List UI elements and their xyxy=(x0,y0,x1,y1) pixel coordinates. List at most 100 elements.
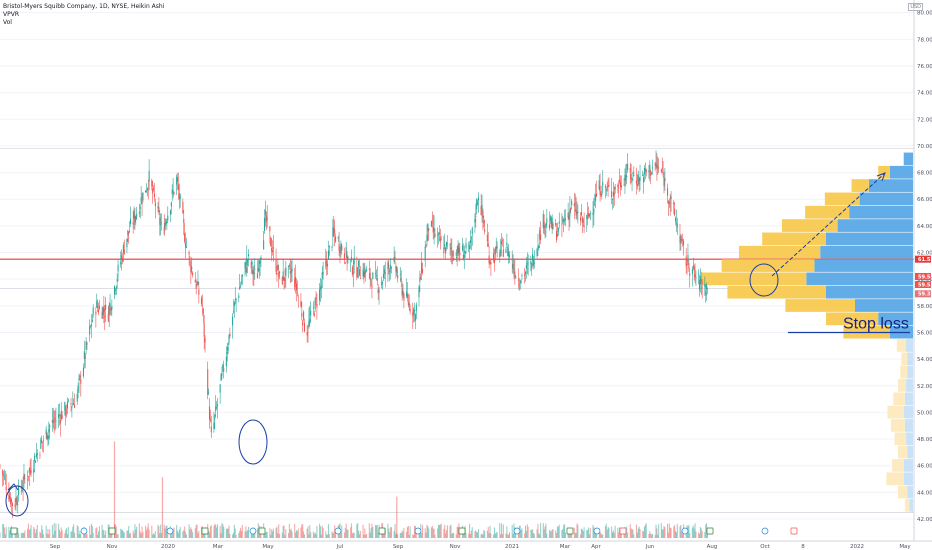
volume-indicator-label[interactable]: Vol xyxy=(3,19,12,26)
candle-body xyxy=(103,308,105,312)
vpvr-indicator-label[interactable]: VPVR xyxy=(3,11,19,18)
candle-body xyxy=(232,316,234,326)
candle-body xyxy=(297,296,299,298)
volume-bar xyxy=(692,525,694,538)
volume-bar xyxy=(78,534,80,538)
volume-bar xyxy=(667,532,669,538)
candle-body xyxy=(67,399,69,401)
candle-body xyxy=(198,289,200,295)
volume-bar xyxy=(557,526,559,538)
volume-bar xyxy=(341,525,343,538)
candle-body xyxy=(90,325,92,327)
candle-body xyxy=(527,263,529,265)
candle-body xyxy=(16,502,18,505)
candle-body xyxy=(352,272,354,275)
time-tick-label: Nov xyxy=(450,544,461,550)
volume-bar xyxy=(387,523,389,538)
candle-body xyxy=(445,242,448,247)
volume-bar xyxy=(368,523,370,538)
volume-bar xyxy=(159,533,161,538)
candle-body xyxy=(635,180,638,184)
volume-bar xyxy=(129,533,131,538)
candle-body xyxy=(216,406,218,408)
volume-profile-up-bar xyxy=(721,259,815,272)
candle-body xyxy=(601,193,603,195)
candle-body xyxy=(501,239,503,241)
candle-body xyxy=(461,245,464,251)
price-tick-label: 68.00 xyxy=(917,171,932,177)
candle-body xyxy=(340,244,342,251)
volume-bar xyxy=(662,529,664,538)
candle-body xyxy=(698,273,700,275)
volume-bar xyxy=(564,532,566,538)
candle-body xyxy=(555,222,557,225)
candle-body xyxy=(14,504,16,507)
price-tick-label: 72.00 xyxy=(917,117,932,123)
volume-bar xyxy=(593,527,595,538)
candle-body xyxy=(500,250,502,253)
candle-body xyxy=(288,265,290,267)
candle-body xyxy=(283,277,285,281)
candle-body xyxy=(289,271,291,274)
time-axis[interactable]: Sep Nov 2020 Mar May Jul Sep Nov 2021 Mar Apr Jun Au… xyxy=(0,540,932,550)
volume-bar xyxy=(575,532,577,538)
candle-body xyxy=(327,263,329,267)
candle-body xyxy=(172,190,174,192)
volume-bar xyxy=(695,531,697,538)
candle-body xyxy=(524,274,526,276)
price-tick-label: 48.00 xyxy=(917,437,932,443)
candle-body xyxy=(120,261,122,265)
volume-profile-up-bar xyxy=(887,405,904,419)
volume-bar xyxy=(146,527,148,538)
small-arrow xyxy=(7,483,19,491)
volume-bar xyxy=(59,532,61,538)
volume-bar xyxy=(358,534,361,538)
candle-body xyxy=(26,479,29,481)
symbol-title[interactable]: Bristol-Myers Squibb Company, 1D, NYSE, … xyxy=(3,3,165,10)
candle-body xyxy=(705,291,707,296)
volume-bar xyxy=(502,524,504,538)
volume-bar xyxy=(544,526,546,538)
candle-body xyxy=(518,284,520,286)
candle-body xyxy=(235,299,237,301)
candle-body xyxy=(627,163,629,171)
volume-bar xyxy=(340,533,342,538)
volume-bar xyxy=(21,532,23,538)
candle-body xyxy=(233,301,235,306)
candle-body xyxy=(456,257,458,259)
candle-body xyxy=(426,234,428,242)
volume-bar xyxy=(66,534,68,538)
volume-bar xyxy=(689,532,691,538)
candle-body xyxy=(195,284,197,289)
candle-body xyxy=(488,255,490,264)
candle-body xyxy=(424,246,426,261)
volume-bar xyxy=(245,526,247,538)
candle-body xyxy=(402,290,404,295)
volume-bar xyxy=(239,530,241,538)
candle-body xyxy=(183,218,185,223)
candle-body xyxy=(222,364,224,368)
time-tick-label: 2022 xyxy=(850,544,864,550)
volume-bar xyxy=(569,533,571,538)
candle-body xyxy=(695,277,697,278)
candle-body xyxy=(613,193,615,196)
volume-bar xyxy=(250,533,252,538)
volume-bar xyxy=(481,533,483,538)
candle-body xyxy=(412,312,414,316)
volume-bar xyxy=(29,528,31,538)
price-tick-label: 62.00 xyxy=(917,251,932,257)
volume-profile-down-bar xyxy=(904,419,913,432)
volume-bar xyxy=(425,532,427,538)
volume-bar xyxy=(347,529,349,538)
candle-body xyxy=(390,267,393,269)
volume-profile-up-bar xyxy=(878,165,890,179)
volume-bar xyxy=(524,533,526,538)
volume-bar xyxy=(132,530,134,538)
volume-bar xyxy=(11,534,13,538)
candle-body xyxy=(372,272,374,280)
volume-bar xyxy=(259,533,261,538)
earnings-marker xyxy=(706,527,714,535)
candle-body xyxy=(184,233,186,242)
volume-profile-up-bar xyxy=(781,219,838,232)
